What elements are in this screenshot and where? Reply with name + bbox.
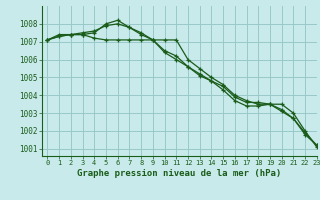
X-axis label: Graphe pression niveau de la mer (hPa): Graphe pression niveau de la mer (hPa) xyxy=(77,169,281,178)
